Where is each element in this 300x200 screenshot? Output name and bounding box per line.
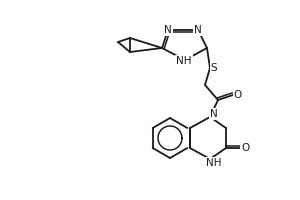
Text: NH: NH <box>176 56 192 66</box>
Text: S: S <box>211 63 217 73</box>
Text: N: N <box>210 109 218 119</box>
Text: O: O <box>234 90 242 100</box>
Text: N: N <box>194 25 202 35</box>
Text: NH: NH <box>206 158 222 168</box>
Text: O: O <box>241 143 249 153</box>
Text: N: N <box>164 25 172 35</box>
